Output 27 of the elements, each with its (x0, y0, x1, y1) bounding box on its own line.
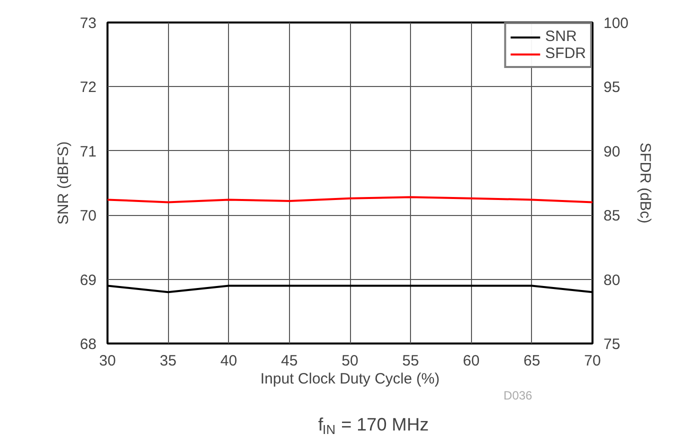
x-tick-label: 40 (220, 352, 238, 370)
y2-tick-label: 90 (604, 143, 620, 160)
x-tick-label: 50 (342, 352, 358, 370)
y2-axis-title: SFDR (dBc) (636, 142, 654, 224)
y-tick-label: 69 (80, 272, 97, 289)
x-tick-label: 60 (462, 352, 480, 370)
y-axis-title: SNR (dBFS) (54, 141, 72, 225)
legend-label: SFDR (545, 45, 586, 62)
x-axis-title: Input Clock Duty Cycle (%) (260, 370, 440, 388)
y2-tick-label: 80 (604, 272, 620, 289)
legend-label: SNR (545, 28, 577, 45)
x-tick-label: 35 (160, 352, 176, 370)
y-tick-label: 70 (80, 208, 97, 225)
y2-tick-label: 85 (604, 208, 620, 225)
x-tick-label: 70 (584, 352, 601, 370)
text: D036 (504, 388, 533, 402)
y-tick-label: 68 (80, 336, 97, 353)
y-tick-label: 72 (80, 79, 97, 96)
y-tick-label: 73 (80, 15, 97, 32)
x-tick-label: 45 (281, 352, 298, 370)
y-tick-label: 71 (80, 143, 97, 160)
x-tick-label: 30 (99, 352, 116, 370)
y2-tick-label: 75 (604, 336, 620, 353)
x-tick-label: 55 (402, 352, 419, 370)
y2-tick-label: 100 (604, 15, 629, 32)
x-tick-label: 65 (524, 352, 540, 370)
y2-tick-label: 95 (604, 79, 620, 96)
